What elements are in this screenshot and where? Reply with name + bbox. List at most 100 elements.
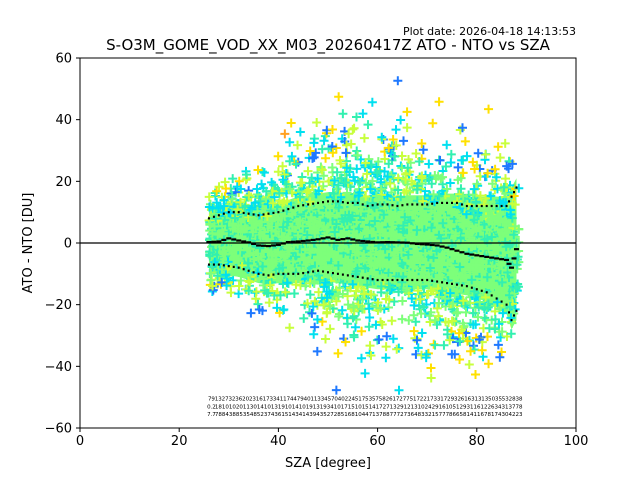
scatter-point [477, 274, 487, 284]
scatter-point [248, 249, 258, 259]
scatter-point [295, 216, 305, 226]
scatter-point [442, 259, 452, 269]
scatter-point [359, 222, 369, 232]
scatter-point [262, 211, 272, 221]
scatter-point [354, 256, 364, 266]
scatter-point [341, 148, 351, 158]
count-label: 13 [313, 404, 320, 410]
scatter-point [368, 176, 378, 186]
scatter-point [461, 209, 471, 219]
scatter-point [329, 189, 339, 199]
x-axis-label: SZA [degree] [285, 456, 371, 471]
scatter-point [251, 287, 261, 297]
scatter-point [388, 219, 398, 229]
count-label: 48 [250, 412, 257, 418]
scatter-point [452, 308, 462, 318]
count-label: 27 [399, 397, 406, 403]
scatter-point [401, 186, 411, 196]
scatter-point [411, 317, 421, 327]
count-label: 24 [425, 404, 432, 410]
scatter-point [331, 385, 341, 395]
scatter-point [317, 165, 327, 175]
count-label: 16 [439, 404, 446, 410]
scatter-point [315, 275, 325, 285]
scatter-point [481, 193, 491, 203]
scatter-point [302, 230, 312, 240]
scatter-point [368, 243, 378, 253]
scatter-point [385, 178, 395, 188]
scatter-point [501, 269, 511, 279]
scatter-point [297, 178, 307, 188]
count-label: 13 [215, 397, 222, 403]
count-label: 20 [242, 397, 249, 403]
scatter-point [360, 263, 370, 273]
scatter-point [343, 300, 353, 310]
y-tick-label: 20 [55, 175, 72, 190]
scatter-point [411, 149, 421, 159]
scatter-point [397, 259, 407, 269]
scatter-point [293, 230, 303, 240]
scatter-point [461, 231, 471, 241]
scatter-point [337, 242, 347, 252]
scatter-point [415, 294, 425, 304]
scatter-point [400, 212, 410, 222]
count-label: 10 [446, 404, 453, 410]
scatter-point [510, 304, 520, 314]
scatter-point [427, 179, 437, 189]
scatter-point [468, 206, 478, 216]
scatter-point [350, 322, 360, 332]
scatter-point [479, 304, 489, 314]
scatter-point [284, 244, 294, 254]
scatter-point [409, 310, 419, 320]
scatter-point [293, 140, 303, 150]
scatter-point [390, 208, 400, 218]
scatter-point [455, 262, 465, 272]
scatter-point [243, 258, 253, 268]
count-label: 17 [427, 397, 434, 403]
scatter-point [284, 260, 294, 270]
scatter-point [455, 336, 465, 346]
scatter-point [357, 326, 367, 336]
scatter-point [333, 348, 343, 358]
scatter-point [414, 157, 424, 167]
scatter-point [447, 316, 457, 326]
scatter-point [279, 197, 289, 207]
scatter-point [257, 179, 267, 189]
scatter-point [498, 308, 508, 318]
scatter-point [349, 302, 359, 312]
scatter-point [424, 229, 434, 239]
scatter-point [483, 244, 493, 254]
scatter-point [261, 186, 271, 196]
count-label: 83 [418, 412, 425, 418]
count-label: 17 [358, 397, 365, 403]
scatter-point [361, 158, 371, 168]
scatter-point [511, 283, 521, 293]
scatter-point [380, 167, 390, 177]
scatter-point [474, 334, 484, 344]
scatter-point [438, 204, 448, 214]
scatter-point [501, 242, 511, 252]
scatter-point [460, 201, 470, 211]
scatter-point [365, 184, 375, 194]
scatter-point [493, 142, 503, 152]
y-axis: −60 −40 −20 0 20 40 60 [45, 52, 80, 437]
scatter-point [417, 173, 427, 183]
count-label: 11 [243, 404, 250, 410]
scatter-point [439, 340, 449, 350]
scatter-point [398, 221, 408, 231]
scatter-point [391, 140, 401, 150]
scatter-point [261, 201, 271, 211]
scatter-point [426, 363, 436, 373]
scatter-point [368, 211, 378, 221]
scatter-point [363, 120, 373, 130]
count-label: 15 [362, 404, 369, 410]
scatter-point [417, 328, 427, 338]
scatter-point [327, 162, 337, 172]
scatter-points [204, 76, 524, 395]
scatter-point [424, 268, 434, 278]
scatter-point [394, 287, 404, 297]
scatter-point [375, 230, 385, 240]
scatter-point [417, 138, 427, 148]
scatter-point [277, 223, 287, 233]
scatter-point [267, 177, 277, 187]
